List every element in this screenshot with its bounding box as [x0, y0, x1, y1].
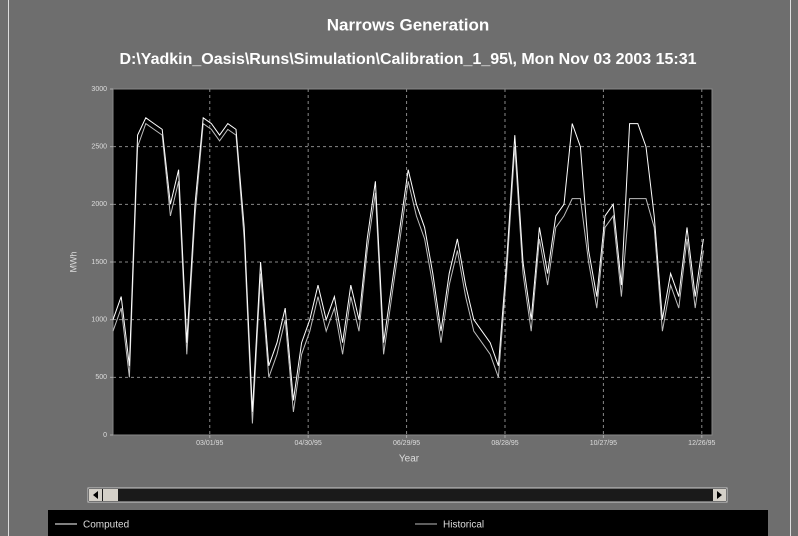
series-line: [112, 116, 704, 412]
legend: [48, 510, 768, 536]
x-axis-label: Year: [399, 454, 420, 465]
x-tick-label: 03/01/95: [196, 440, 223, 447]
scroll-track[interactable]: [87, 487, 728, 503]
x-tick-label: 04/30/95: [295, 440, 322, 447]
scroll-thumb[interactable]: [103, 489, 118, 501]
x-tick-label: 06/29/95: [393, 440, 420, 447]
x-tick-label: 08/28/95: [491, 440, 518, 447]
y-tick-label: 1000: [91, 317, 107, 324]
chart-title: Narrows Generation: [327, 15, 490, 34]
y-tick-label: 3000: [91, 86, 107, 93]
chart-subtitle: D:\Yadkin_Oasis\Runs\Simulation\Calibrat…: [119, 51, 696, 68]
y-tick-label: 2500: [91, 144, 107, 151]
arrow-left-icon: [93, 491, 98, 499]
series-line: [112, 122, 704, 424]
legend-label: Computed: [83, 520, 129, 531]
arrow-right-icon: [717, 491, 722, 499]
x-tick-label: 12/26/95: [688, 440, 715, 447]
y-tick-label: 0: [103, 432, 107, 439]
y-tick-label: 1500: [91, 259, 107, 266]
x-tick-label: 10/27/95: [590, 440, 617, 447]
legend-label: Historical: [443, 520, 484, 531]
y-tick-label: 2000: [91, 201, 107, 208]
scrollbar[interactable]: [87, 487, 728, 503]
y-axis-label: MWh: [68, 252, 78, 273]
y-tick-label: 500: [95, 374, 107, 381]
